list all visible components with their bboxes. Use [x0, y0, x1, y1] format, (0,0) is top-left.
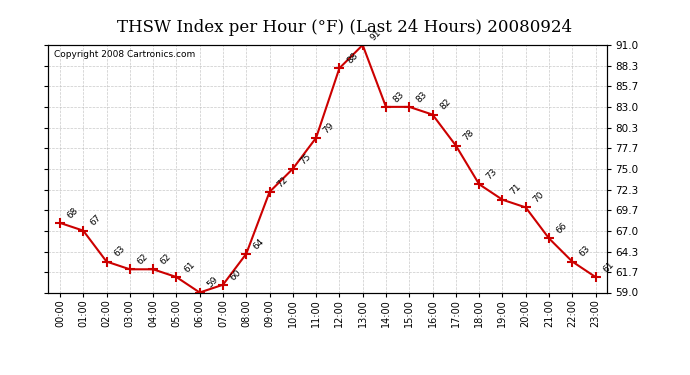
Text: 71: 71	[508, 182, 522, 197]
Text: 60: 60	[228, 267, 243, 282]
Text: 91: 91	[368, 28, 383, 42]
Text: 63: 63	[112, 244, 126, 259]
Text: 75: 75	[298, 152, 313, 166]
Text: 66: 66	[555, 221, 569, 236]
Text: 62: 62	[135, 252, 150, 267]
Text: 83: 83	[391, 90, 406, 104]
Text: 63: 63	[578, 244, 592, 259]
Text: 79: 79	[322, 120, 336, 135]
Text: 72: 72	[275, 175, 290, 189]
Text: 59: 59	[205, 275, 219, 290]
Text: 78: 78	[462, 128, 476, 143]
Text: 83: 83	[415, 90, 429, 104]
Text: 62: 62	[159, 252, 173, 267]
Text: 61: 61	[601, 260, 615, 274]
Text: 68: 68	[66, 206, 80, 220]
Text: Copyright 2008 Cartronics.com: Copyright 2008 Cartronics.com	[54, 50, 195, 59]
Text: 61: 61	[182, 260, 197, 274]
Text: 73: 73	[484, 167, 499, 182]
Text: 70: 70	[531, 190, 546, 205]
Text: THSW Index per Hour (°F) (Last 24 Hours) 20080924: THSW Index per Hour (°F) (Last 24 Hours)…	[117, 19, 573, 36]
Text: 88: 88	[345, 51, 359, 65]
Text: 82: 82	[438, 98, 453, 112]
Text: 64: 64	[252, 237, 266, 251]
Text: 67: 67	[89, 213, 104, 228]
